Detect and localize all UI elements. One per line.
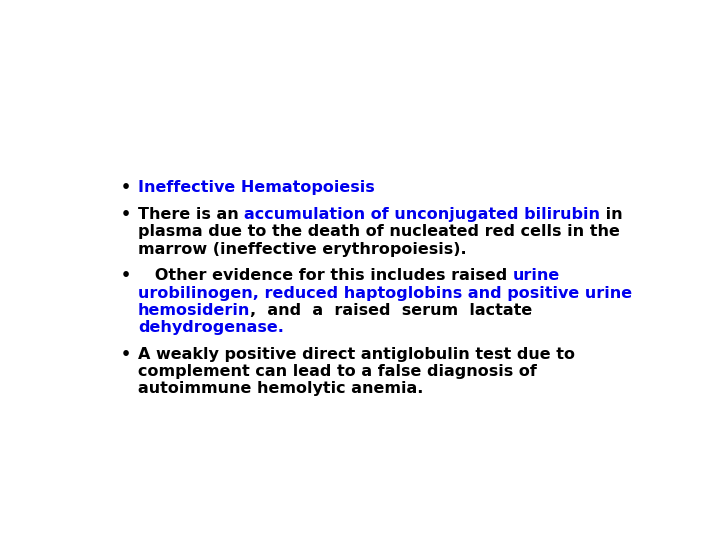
Text: •: • [121, 207, 131, 222]
Text: •: • [121, 180, 131, 195]
Text: dehydrogenase.: dehydrogenase. [138, 320, 284, 335]
Text: ,  and  a  raised  serum  lactate: , and a raised serum lactate [251, 303, 533, 318]
Text: autoimmune hemolytic anemia.: autoimmune hemolytic anemia. [138, 381, 423, 396]
Text: in: in [600, 207, 623, 222]
Text: urine: urine [513, 268, 560, 284]
Text: •: • [121, 347, 131, 362]
Text: There is an: There is an [138, 207, 244, 222]
Text: marrow (ineffective erythropoiesis).: marrow (ineffective erythropoiesis). [138, 241, 467, 256]
Text: plasma due to the death of nucleated red cells in the: plasma due to the death of nucleated red… [138, 224, 620, 239]
Text: complement can lead to a false diagnosis of: complement can lead to a false diagnosis… [138, 364, 537, 379]
Text: Ineffective Hematopoiesis: Ineffective Hematopoiesis [138, 180, 375, 195]
Text: accumulation of unconjugated bilirubin: accumulation of unconjugated bilirubin [244, 207, 600, 222]
Text: Other evidence for this includes raised: Other evidence for this includes raised [138, 268, 513, 284]
Text: urobilinogen, reduced haptoglobins and positive urine: urobilinogen, reduced haptoglobins and p… [138, 286, 632, 301]
Text: •: • [121, 268, 131, 284]
Text: A weakly positive direct antiglobulin test due to: A weakly positive direct antiglobulin te… [138, 347, 575, 362]
Text: hemosiderin: hemosiderin [138, 303, 251, 318]
